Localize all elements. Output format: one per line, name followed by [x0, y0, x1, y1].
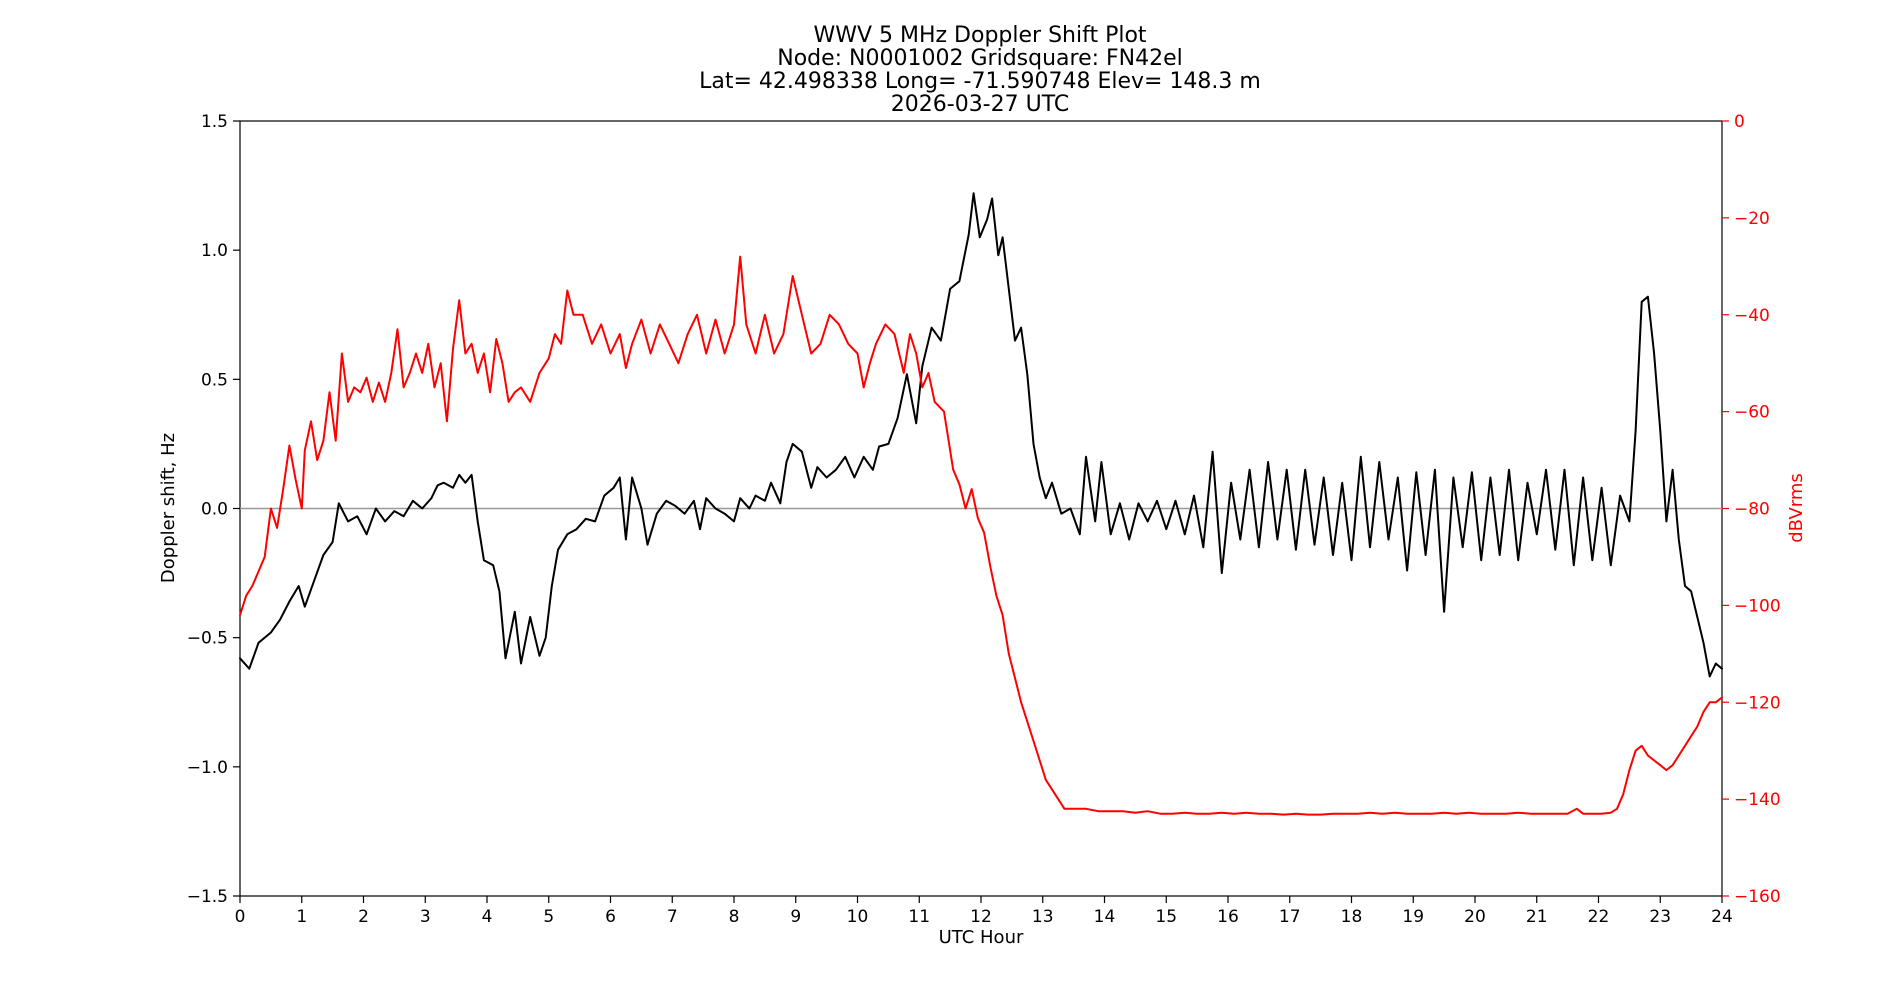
- x-tick-label: 7: [667, 907, 678, 927]
- x-tick-label: 4: [482, 907, 493, 927]
- x-tick-label: 12: [970, 907, 992, 927]
- y-left-tick-label: −1.0: [187, 758, 228, 778]
- x-tick-label: 2: [358, 907, 369, 927]
- title-line-1: WWV 5 MHz Doppler Shift Plot: [813, 23, 1146, 48]
- x-axis-label: UTC Hour: [939, 927, 1024, 948]
- y-left-tick-label: 0.5: [201, 370, 228, 390]
- chart-title: WWV 5 MHz Doppler Shift Plot Node: N0001…: [699, 23, 1261, 117]
- y-right-axis-ticks: −160 −140 −120 −100 −80 −60 −40 −20 0: [1722, 112, 1781, 907]
- y-right-tick-label: −100: [1734, 596, 1781, 616]
- x-tick-label: 1: [296, 907, 307, 927]
- x-tick-label: 24: [1711, 907, 1733, 927]
- x-tick-label: 0: [235, 907, 246, 927]
- y-right-tick-label: −160: [1734, 887, 1781, 907]
- series-line-doppler-shift: [239, 192, 1723, 678]
- x-tick-label: 19: [1402, 907, 1424, 927]
- x-axis-ticks: 0 1 2 3 4 5 6 7 8 9 10 11 12 13 14 15 16 17 18 19 20 21 22 23 24: [235, 896, 1733, 927]
- x-tick-label: 5: [543, 907, 554, 927]
- x-tick-label: 18: [1341, 907, 1363, 927]
- y-right-tick-label: −80: [1734, 500, 1770, 520]
- y-right-tick-label: −20: [1734, 209, 1770, 229]
- y-left-tick-label: 0.0: [201, 500, 228, 520]
- x-tick-label: 3: [420, 907, 431, 927]
- x-tick-label: 8: [729, 907, 740, 927]
- y-left-tick-label: −0.5: [187, 629, 228, 649]
- y-left-tick-label: 1.0: [201, 241, 228, 261]
- title-line-2: Node: N0001002 Gridsquare: FN42el: [777, 46, 1183, 71]
- x-tick-label: 10: [847, 907, 869, 927]
- y-left-axis-label: Doppler shift, Hz: [158, 433, 179, 583]
- x-tick-label: 22: [1588, 907, 1610, 927]
- series-group: [239, 192, 1723, 816]
- x-tick-label: 6: [605, 907, 616, 927]
- y-right-tick-label: 0: [1734, 112, 1745, 132]
- y-right-axis-label: dBVrms: [1786, 473, 1807, 543]
- series-line-dbvrms: [239, 255, 1723, 816]
- y-left-tick-label: −1.5: [187, 887, 228, 907]
- y-right-tick-label: −140: [1734, 790, 1781, 810]
- x-tick-label: 20: [1464, 907, 1486, 927]
- y-right-tick-label: −120: [1734, 693, 1781, 713]
- x-tick-label: 23: [1649, 907, 1671, 927]
- x-tick-label: 15: [1155, 907, 1177, 927]
- y-right-tick-label: −40: [1734, 306, 1770, 326]
- x-tick-label: 17: [1279, 907, 1301, 927]
- title-line-4: 2026-03-27 UTC: [891, 92, 1069, 117]
- x-tick-label: 13: [1032, 907, 1054, 927]
- x-tick-label: 14: [1094, 907, 1116, 927]
- y-left-tick-label: 1.5: [201, 112, 228, 132]
- title-line-3: Lat= 42.498338 Long= -71.590748 Elev= 14…: [699, 69, 1261, 94]
- x-tick-label: 11: [908, 907, 930, 927]
- x-tick-label: 21: [1526, 907, 1548, 927]
- y-right-tick-label: −60: [1734, 403, 1770, 423]
- x-tick-label: 16: [1217, 907, 1239, 927]
- y-left-axis-ticks: −1.5 −1.0 −0.5 0.0 0.5 1.0 1.5: [187, 112, 240, 907]
- x-tick-label: 9: [790, 907, 801, 927]
